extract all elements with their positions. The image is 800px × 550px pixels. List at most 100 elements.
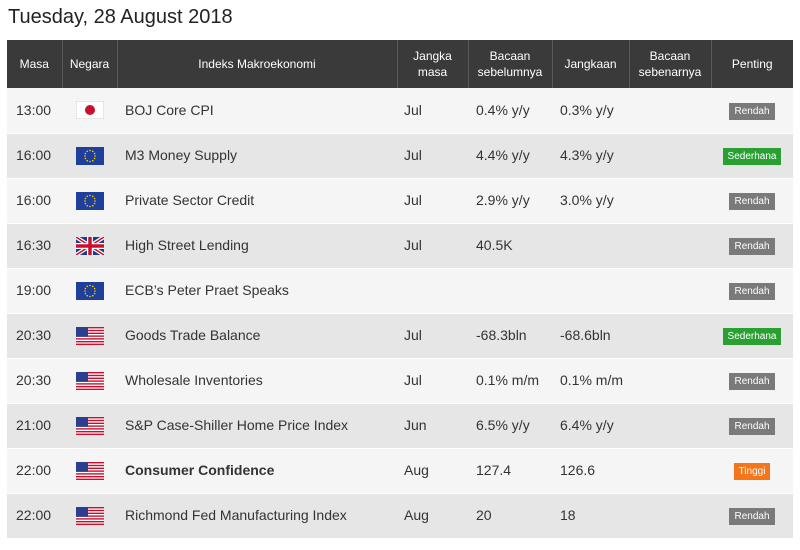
row-actual bbox=[629, 133, 711, 178]
row-event: BOJ Core CPI bbox=[125, 101, 214, 118]
row-previous: 127.4 bbox=[476, 462, 512, 478]
row-period: Aug bbox=[404, 507, 429, 523]
header-previous: Bacaan sebelumnya bbox=[468, 40, 553, 88]
row-previous: 0.1% m/m bbox=[476, 372, 540, 388]
row-period: Jul bbox=[404, 372, 422, 388]
row-forecast: 4.3% y/y bbox=[560, 147, 614, 163]
us-flag-icon bbox=[75, 326, 104, 345]
row-period: Jul bbox=[404, 147, 422, 163]
row-forecast: 126.6 bbox=[560, 462, 596, 478]
row-importance: Sederhana bbox=[711, 313, 793, 358]
table-row: 21:00 S&P Case-Shiller Home Price Index J… bbox=[7, 403, 793, 448]
row-event: S&P Case-Shiller Home Price Index bbox=[125, 417, 349, 433]
row-event: Richmond Fed Manufacturing Index bbox=[125, 507, 347, 523]
row-actual bbox=[629, 223, 711, 268]
table-row: 16:30 High Street Lending Jul 40.5K Rendah bbox=[7, 223, 793, 268]
row-importance: Sederhana bbox=[711, 133, 793, 178]
row-country bbox=[62, 448, 117, 493]
row-event: High Street Lending bbox=[125, 237, 249, 253]
importance-badge: Rendah bbox=[729, 508, 775, 525]
row-actual bbox=[629, 268, 711, 313]
row-previous: 40.5K bbox=[476, 237, 513, 253]
row-period: Jul bbox=[404, 101, 422, 118]
row-actual bbox=[629, 448, 711, 493]
header-actual: Bacaan sebenarnya bbox=[629, 40, 712, 88]
row-country bbox=[62, 493, 117, 538]
header-previous-line1: Bacaan bbox=[489, 49, 531, 63]
importance-badge: Rendah bbox=[729, 193, 775, 210]
row-previous bbox=[468, 268, 552, 313]
header-period-line2: masa bbox=[417, 65, 448, 79]
importance-badge: Rendah bbox=[729, 373, 775, 390]
row-importance: Rendah bbox=[711, 223, 793, 268]
row-importance: Rendah bbox=[711, 403, 793, 448]
row-country bbox=[62, 178, 117, 223]
row-actual bbox=[629, 88, 711, 133]
table-row: 13:00 BOJ Core CPI Jul 0.4% y/y 0.3% y/y Ren… bbox=[7, 88, 793, 133]
row-country bbox=[62, 403, 117, 448]
row-importance: Tinggi bbox=[711, 448, 793, 493]
row-actual bbox=[629, 313, 711, 358]
row-country bbox=[62, 358, 117, 403]
us-flag-icon bbox=[75, 371, 104, 390]
row-actual bbox=[629, 358, 711, 403]
table-row: 22:00 Richmond Fed Manufacturing Index Au… bbox=[7, 493, 793, 538]
header-time: Masa bbox=[7, 40, 63, 88]
row-forecast: 0.3% y/y bbox=[560, 101, 614, 118]
row-actual bbox=[629, 178, 711, 223]
table-row: 16:00 Private Sector Credit Jul 2.9% y/y 3.… bbox=[7, 178, 793, 223]
row-forecast: -68.6bln bbox=[560, 327, 611, 343]
us-flag-icon bbox=[75, 461, 104, 480]
table-row: 20:30 Wholesale Inventories Jul 0.1% m/m 0.… bbox=[7, 358, 793, 403]
row-previous: 20 bbox=[476, 507, 492, 523]
row-event: Goods Trade Balance bbox=[125, 327, 261, 343]
header-event: Indeks Makroekonomi bbox=[117, 40, 398, 88]
row-country bbox=[62, 313, 117, 358]
header-period-line1: Jangka bbox=[413, 49, 452, 63]
row-period: Aug bbox=[404, 462, 429, 478]
row-actual bbox=[629, 403, 711, 448]
row-time: 13:00 bbox=[16, 101, 52, 118]
row-previous: -68.3bln bbox=[476, 327, 527, 343]
row-period: Jul bbox=[404, 192, 422, 208]
us-flag-icon bbox=[75, 416, 104, 435]
row-time: 19:00 bbox=[16, 282, 52, 298]
row-actual bbox=[629, 493, 711, 538]
page-title: Tuesday, 28 August 2018 bbox=[8, 6, 233, 28]
row-importance: Rendah bbox=[711, 358, 793, 403]
importance-badge: Rendah bbox=[729, 102, 775, 120]
header-country: Negara bbox=[62, 40, 118, 88]
row-country bbox=[62, 88, 117, 133]
importance-badge: Rendah bbox=[729, 238, 775, 255]
row-country bbox=[62, 133, 117, 178]
row-importance: Rendah bbox=[711, 268, 793, 313]
economic-calendar-table: Masa Negara Indeks Makroekonomi Jangka ma… bbox=[7, 40, 793, 539]
row-forecast: 6.4% y/y bbox=[560, 417, 614, 433]
eu-flag-icon bbox=[75, 191, 104, 210]
row-importance: Rendah bbox=[711, 88, 793, 133]
row-forecast bbox=[552, 223, 629, 268]
row-period: Jul bbox=[404, 237, 422, 253]
row-forecast: 0.1% m/m bbox=[560, 372, 624, 388]
uk-flag-icon bbox=[75, 236, 104, 255]
row-previous: 0.4% y/y bbox=[476, 101, 530, 118]
table-row: 20:30 Goods Trade Balance Jul -68.3bln -68.… bbox=[7, 313, 793, 358]
header-forecast: Jangkaan bbox=[552, 40, 630, 88]
japan-flag-icon bbox=[75, 101, 104, 120]
row-event: Consumer Confidence bbox=[125, 462, 275, 478]
row-time: 21:00 bbox=[16, 417, 52, 433]
header-actual-line2: sebenarnya bbox=[638, 65, 702, 79]
header-period: Jangka masa bbox=[397, 40, 469, 88]
table-row: 22:00 Consumer Confidence Aug 127.4 126.6 Ti… bbox=[7, 448, 793, 493]
row-time: 22:00 bbox=[16, 462, 52, 478]
row-event: M3 Money Supply bbox=[125, 147, 238, 163]
row-event: Wholesale Inventories bbox=[125, 372, 263, 388]
us-flag-icon bbox=[75, 506, 104, 525]
row-period bbox=[397, 268, 468, 313]
row-time: 16:30 bbox=[16, 237, 52, 253]
row-time: 22:00 bbox=[16, 507, 52, 523]
row-country bbox=[62, 223, 117, 268]
row-time: 16:00 bbox=[16, 192, 52, 208]
row-country bbox=[62, 268, 117, 313]
row-period: Jul bbox=[404, 327, 422, 343]
